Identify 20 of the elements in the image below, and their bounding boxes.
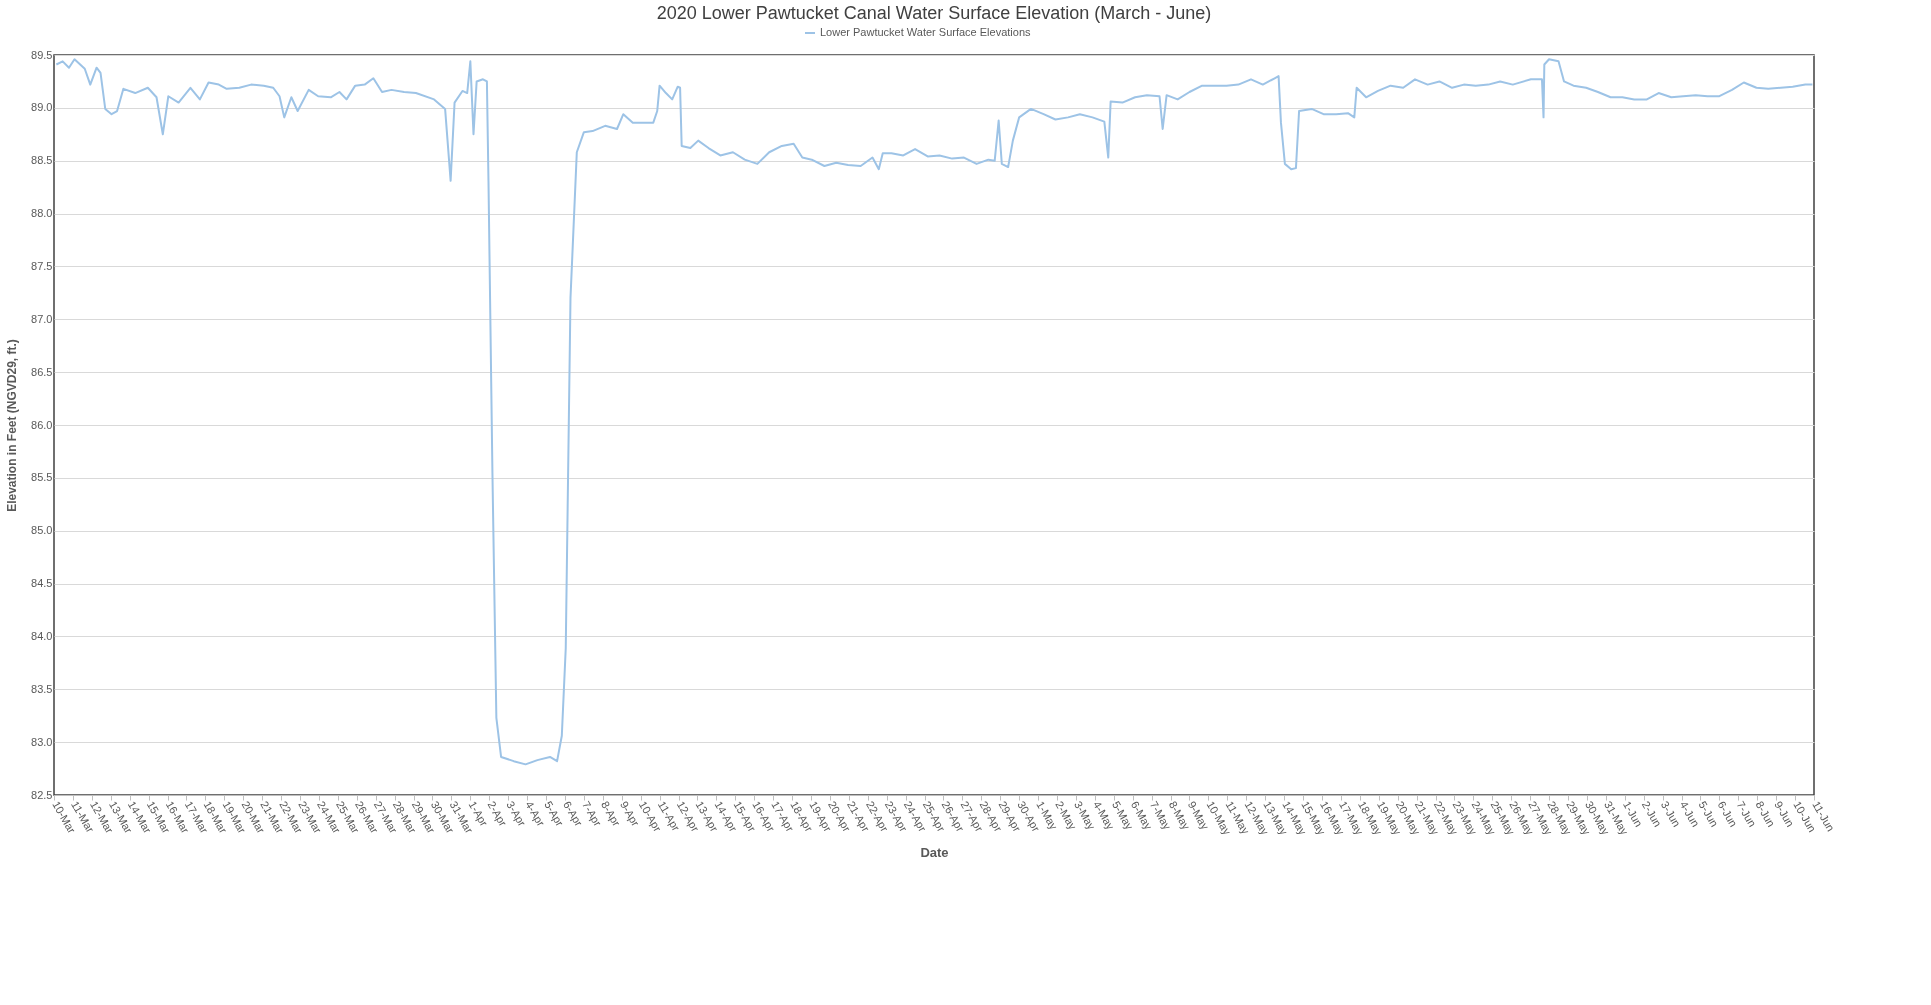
y-tick-label: 84.0 [31, 629, 53, 642]
y-tick-label: 83.0 [31, 735, 53, 748]
y-tick-label: 85.5 [31, 471, 53, 484]
y-tick-label: 88.0 [31, 207, 53, 220]
y-tick-label: 83.5 [31, 682, 53, 695]
y-tick-label: 86.0 [31, 418, 53, 431]
x-axis-title: Date [920, 844, 949, 860]
y-tick-label: 84.5 [31, 577, 53, 590]
legend-label: Lower Pawtucket Water Surface Elevations [820, 26, 1032, 38]
y-axis-title: Elevation in Feet (NGVD29, ft.) [5, 339, 20, 512]
y-tick-label: 89.0 [31, 101, 53, 114]
y-tick-label: 86.5 [31, 365, 53, 378]
y-tick-label: 87.0 [31, 312, 53, 325]
y-tick-label: 82.5 [31, 788, 53, 801]
y-tick-label: 87.5 [31, 259, 53, 272]
chart-title: 2020 Lower Pawtucket Canal Water Surface Elevation (March - June) [656, 3, 1212, 23]
y-tick-label: 88.5 [31, 154, 53, 167]
y-tick-label: 85.0 [31, 524, 53, 537]
y-tick-label: 89.5 [31, 48, 53, 61]
line-series [55, 58, 1814, 766]
